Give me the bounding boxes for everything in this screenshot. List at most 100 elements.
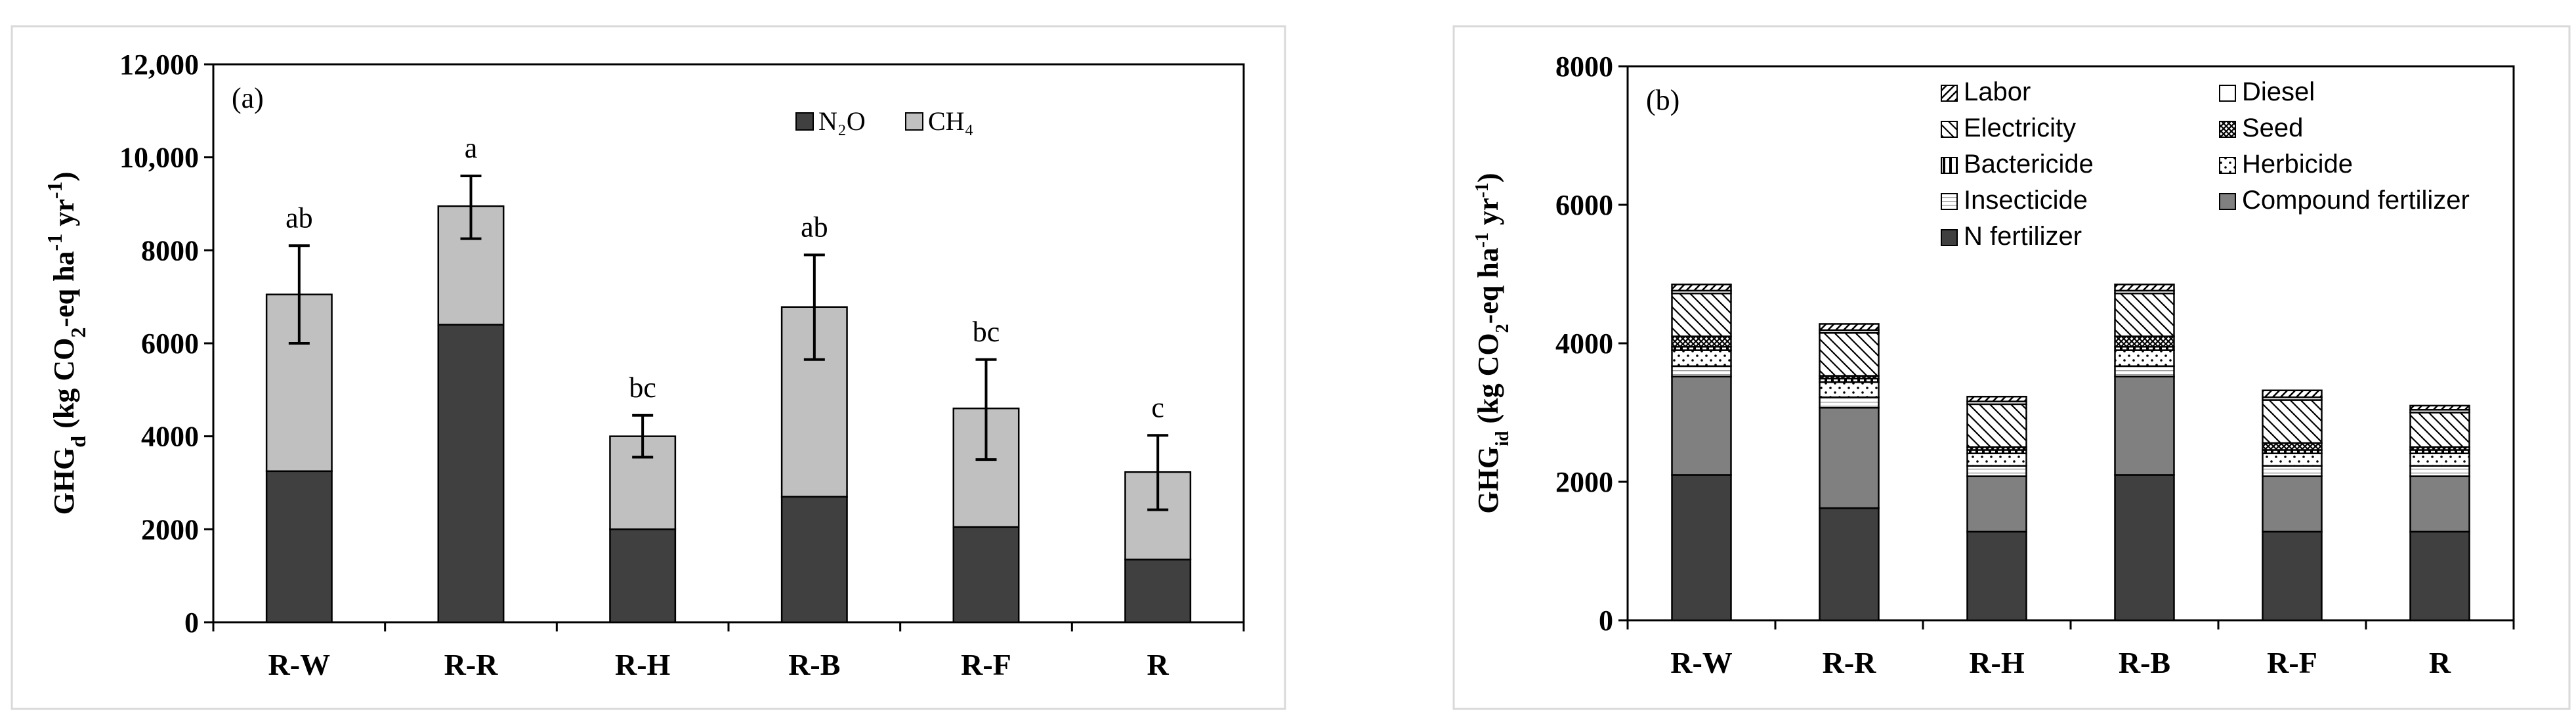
- y-tick-label: 4000: [1555, 328, 1613, 360]
- legend-label-herbicide: Herbicide: [2242, 150, 2353, 179]
- significance-label: c: [1151, 391, 1164, 423]
- legend-swatch-bactericide: [1941, 157, 1958, 174]
- bar-herbicide: [1966, 452, 2027, 467]
- bar-insecticide: [2114, 365, 2175, 377]
- legend-swatch-seed: [2219, 121, 2236, 138]
- legend-label-diesel: Diesel: [2242, 77, 2315, 106]
- bar-labor: [2262, 389, 2323, 398]
- x-tick-label: R-B: [2119, 646, 2170, 679]
- y-tick-label: 2000: [1555, 466, 1613, 498]
- bar-n_fertilizer: [1966, 530, 2027, 622]
- bar-n2o: [437, 324, 505, 624]
- x-tick-label: R-W: [1670, 646, 1733, 679]
- legend-label-bactericide: Bactericide: [1964, 150, 2094, 179]
- bar-n_fertilizer: [1819, 507, 1880, 622]
- bar-seed: [1671, 335, 1732, 348]
- bar-herbicide: [1819, 381, 1880, 398]
- legend-swatch-n2o: [795, 112, 814, 131]
- bar-n2o: [952, 526, 1020, 624]
- legend-label-labor: Labor: [1964, 77, 2031, 106]
- bar-labor: [2409, 404, 2470, 411]
- panel-label: (a): [232, 82, 264, 114]
- x-tick-label: R: [2429, 646, 2451, 679]
- bar-compound_fertilizer: [1819, 406, 1880, 509]
- bar-n2o: [265, 470, 333, 624]
- bar-n2o: [1124, 559, 1192, 624]
- bar-electricity: [2409, 412, 2470, 448]
- significance-label: ab: [801, 211, 828, 243]
- bar-labor: [1819, 323, 1880, 331]
- x-tick-label: R-H: [615, 648, 671, 681]
- significance-label: bc: [973, 316, 1000, 348]
- panel-label: (b): [1646, 84, 1679, 116]
- y-tick-label: 8000: [1555, 51, 1613, 83]
- y-tick-label: 8000: [141, 234, 199, 266]
- legend-swatch-diesel: [2219, 85, 2236, 102]
- bar-n_fertilizer: [2114, 474, 2175, 622]
- x-tick-label: R-H: [1969, 646, 2025, 679]
- legend-swatch-electricity: [1941, 121, 1958, 138]
- significance-label: ab: [285, 202, 313, 234]
- legend-label-electricity: Electricity: [1964, 114, 2076, 142]
- bar-insecticide: [2262, 465, 2323, 477]
- bar-compound_fertilizer: [2409, 475, 2470, 533]
- legend-label-compound_fertilizer: Compound fertilizer: [2242, 186, 2470, 215]
- y-axis-label: GHGid (kg CO2-eq ha-1 yr-1): [1472, 173, 1513, 513]
- bar-n_fertilizer: [2409, 530, 2470, 622]
- y-axis-label: GHGd (kg CO2-eq ha-1 yr-1): [43, 172, 90, 515]
- legend-swatch-ch4: [905, 112, 923, 131]
- bar-labor: [1671, 284, 1732, 292]
- bar-seed: [2114, 335, 2175, 348]
- bar-labor: [1966, 395, 2027, 402]
- bar-insecticide: [2409, 465, 2470, 477]
- bar-electricity: [2262, 399, 2323, 444]
- significance-label: bc: [629, 372, 656, 404]
- bar-seed: [2262, 442, 2323, 451]
- x-tick-label: R-R: [444, 648, 499, 681]
- chart-a: 0 2000 4000 6000 8000 10,000 12,000 R-W R-R R-H R-…: [43, 49, 1245, 681]
- bar-electricity: [1671, 292, 1732, 337]
- y-tick-label: 0: [1599, 605, 1613, 637]
- bar-n2o: [609, 528, 677, 624]
- x-tick-label: R-R: [1823, 646, 1877, 679]
- bar-labor: [2114, 284, 2175, 292]
- bar-n_fertilizer: [1671, 474, 1732, 622]
- bar-electricity: [2114, 292, 2175, 337]
- significance-label: a: [465, 132, 478, 164]
- y-tick-label: 0: [184, 607, 199, 639]
- bar-compound_fertilizer: [1671, 375, 1732, 476]
- legend-swatch-n_fertilizer: [1941, 229, 1958, 246]
- y-tick-label: 2000: [141, 513, 199, 545]
- bar-herbicide: [2114, 349, 2175, 368]
- legend-swatch-herbicide: [2219, 157, 2236, 174]
- bar-n_fertilizer: [2262, 530, 2323, 622]
- legend-swatch-insecticide: [1941, 193, 1958, 210]
- bar-n2o: [780, 496, 848, 624]
- y-tick-label: 6000: [141, 328, 199, 360]
- bar-insecticide: [1966, 465, 2027, 477]
- y-tick-label: 12,000: [119, 49, 199, 81]
- legend-label-ch4: CH₄: [928, 106, 974, 136]
- legend-swatch-compound_fertilizer: [2219, 193, 2236, 210]
- x-tick-label: R-B: [788, 648, 840, 681]
- bar-compound_fertilizer: [2262, 475, 2323, 533]
- bar-herbicide: [2409, 452, 2470, 467]
- bar-insecticide: [1671, 365, 1732, 377]
- x-tick-label: R-F: [961, 648, 1011, 681]
- legend-label-insecticide: Insecticide: [1964, 186, 2088, 215]
- legend-label-n2o: N₂O: [818, 106, 866, 136]
- legend-label-n_fertilizer: N fertilizer: [1964, 222, 2082, 251]
- y-tick-label: 4000: [141, 421, 199, 453]
- bar-herbicide: [1671, 349, 1732, 368]
- bar-compound_fertilizer: [2114, 375, 2175, 476]
- legend-label-seed: Seed: [2242, 114, 2303, 142]
- y-tick-label: 10,000: [119, 142, 199, 174]
- bar-electricity: [1966, 403, 2027, 448]
- bar-insecticide: [1819, 396, 1880, 409]
- bar-compound_fertilizer: [1966, 475, 2027, 533]
- bar-herbicide: [2262, 452, 2323, 467]
- x-tick-label: R-F: [2267, 646, 2317, 679]
- bar-electricity: [1819, 331, 1880, 377]
